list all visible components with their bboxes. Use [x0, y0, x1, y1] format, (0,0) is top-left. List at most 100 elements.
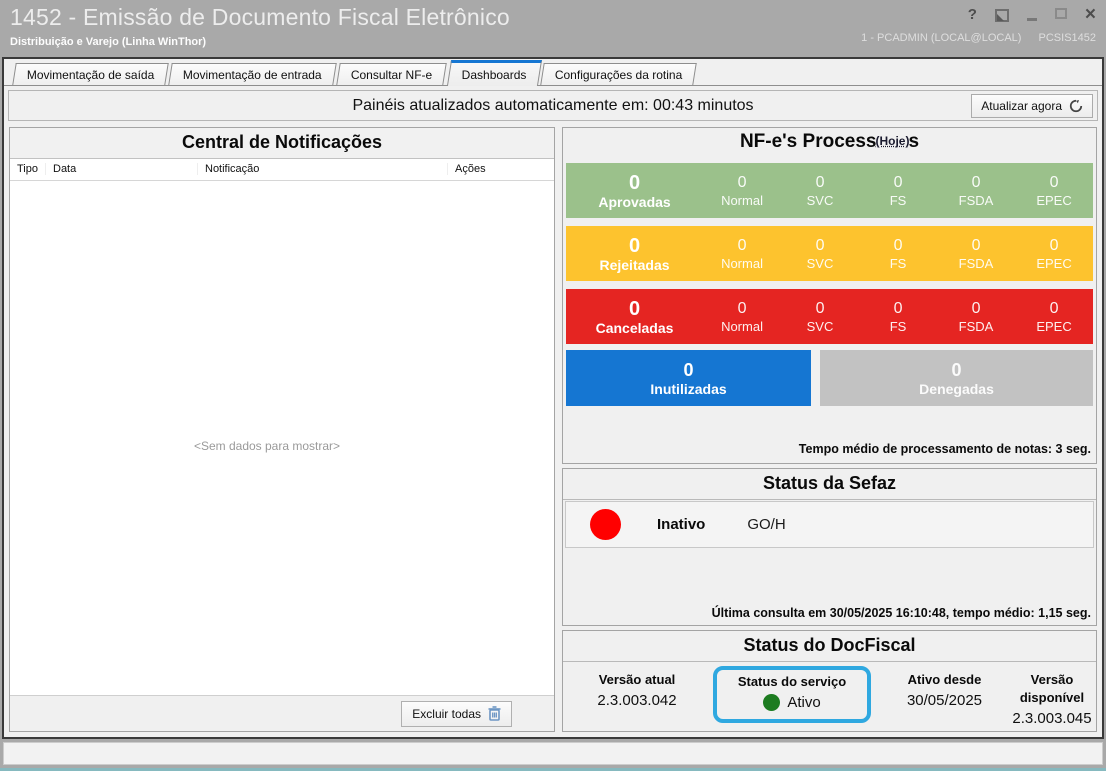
service-status-value: Ativo — [787, 694, 821, 711]
rejeitadas-epec-value: 0 — [1049, 237, 1059, 254]
sefaz-status-panel: Status da Sefaz Inativo GO/H Última cons… — [562, 468, 1097, 626]
notifications-footer: Excluir todas — [10, 695, 554, 731]
aprovadas-fsda-label: FSDA — [958, 193, 994, 208]
canceladas-normal-label: Normal — [721, 319, 763, 334]
empty-grid-message: <Sem dados para mostrar> — [193, 439, 341, 453]
canceladas-label: Canceladas — [595, 319, 674, 336]
tab-movimentacao-entrada[interactable]: Movimentação de entrada — [168, 63, 337, 85]
inutilizadas-value: 0 — [683, 360, 694, 380]
docfiscal-current-version: Versão atual 2.3.003.042 — [597, 672, 677, 709]
aprovadas-label: Aprovadas — [598, 193, 671, 210]
aprovadas-normal-label: Normal — [721, 193, 763, 208]
window-title: 1452 - Emissão de Documento Fiscal Eletr… — [10, 4, 510, 30]
session-user: 1 - PCADMIN (LOCAL@LOCAL) — [861, 32, 1022, 44]
sefaz-panel-title: Status da Sefaz — [563, 469, 1096, 500]
denegadas-value: 0 — [951, 360, 962, 380]
rejeitadas-fsda-label: FSDA — [958, 256, 994, 271]
canceladas-fsda-value: 0 — [971, 300, 981, 317]
canceladas-fsda-label: FSDA — [958, 319, 994, 334]
program-id: PCSIS1452 — [1038, 32, 1096, 44]
aprovadas-fs-value: 0 — [893, 174, 903, 191]
close-icon[interactable]: × — [1084, 4, 1096, 25]
nfe-panel-title: NF-e's Process(Hoje)s — [739, 131, 920, 152]
rejeitadas-total: 0 — [628, 234, 641, 257]
nfe-row-rejeitadas: 0 Rejeitadas 0 Normal 0 SVC 0 FS 0 FSDA 0 EPE… — [566, 226, 1093, 281]
content-frame: Movimentação de saída Movimentação de en… — [2, 57, 1104, 739]
title-bar: 1452 - Emissão de Documento Fiscal Eletr… — [0, 0, 1106, 57]
theme-icon[interactable] — [994, 8, 1009, 22]
sefaz-status-row: Inativo GO/H — [565, 501, 1094, 548]
denegadas-label: Denegadas — [919, 381, 994, 397]
rejeitadas-label: Rejeitadas — [599, 256, 670, 273]
column-header-notificacao[interactable]: Notificação — [198, 163, 448, 175]
column-header-data[interactable]: Data — [46, 163, 198, 175]
rejeitadas-epec-label: EPEC — [1036, 256, 1072, 271]
canceladas-epec-value: 0 — [1049, 300, 1059, 317]
column-header-acoes[interactable]: Ações — [455, 163, 486, 175]
docfiscal-available-version: Versão disponível 2.3.003.045 — [1012, 672, 1092, 727]
trash-icon — [488, 706, 501, 721]
rejeitadas-normal-value: 0 — [737, 237, 747, 254]
sefaz-status-label: Inativo — [657, 516, 706, 533]
canceladas-svc-label: SVC — [806, 319, 834, 334]
window-controls: ? × — [861, 4, 1096, 25]
nfe-row-canceladas: 0 Canceladas 0 Normal 0 SVC 0 FS 0 FSDA 0 EPE… — [566, 289, 1093, 344]
refresh-icon — [1069, 99, 1083, 113]
column-header-tipo[interactable]: Tipo — [10, 163, 46, 175]
aprovadas-normal-value: 0 — [737, 174, 747, 191]
canceladas-epec-label: EPEC — [1036, 319, 1072, 334]
aprovadas-epec-value: 0 — [1049, 174, 1059, 191]
hoje-overlay-label: (Hoje) — [875, 134, 910, 148]
minimize-icon[interactable] — [1026, 8, 1037, 22]
window-subtitle: Distribuição e Varejo (Linha WinThor) — [10, 36, 207, 48]
docfiscal-status-panel: Status do DocFiscal Versão atual 2.3.003… — [562, 630, 1097, 732]
window-bottom-edge — [0, 768, 1106, 771]
rejeitadas-svc-label: SVC — [806, 256, 834, 271]
status-bar — [3, 742, 1103, 765]
rejeitadas-svc-value: 0 — [815, 237, 825, 254]
notifications-grid-body: <Sem dados para mostrar> — [10, 181, 554, 695]
canceladas-fs-label: FS — [889, 319, 907, 334]
service-status-dot-icon — [763, 694, 781, 711]
sefaz-status-dot-icon — [590, 509, 621, 540]
rejeitadas-normal-label: Normal — [721, 256, 763, 271]
help-icon[interactable]: ? — [967, 6, 977, 23]
delete-all-button[interactable]: Excluir todas — [401, 700, 512, 727]
canceladas-normal-value: 0 — [737, 300, 747, 317]
aprovadas-epec-label: EPEC — [1036, 193, 1072, 208]
canceladas-total: 0 — [628, 297, 641, 320]
delete-all-label: Excluir todas — [412, 706, 481, 721]
canceladas-fs-value: 0 — [893, 300, 903, 317]
nfe-row-aprovadas: 0 Aprovadas 0 Normal 0 SVC 0 FS 0 FSDA 0 EPEC — [566, 163, 1093, 218]
inutilizadas-label: Inutilizadas — [650, 381, 727, 397]
refresh-bar: Painéis atualizados automaticamente em: … — [8, 90, 1098, 121]
tab-bar: Movimentação de saída Movimentação de en… — [4, 59, 1102, 86]
tab-dashboards[interactable]: Dashboards — [446, 60, 542, 86]
notifications-panel: Central de Notificações Tipo Data Notifi… — [9, 127, 555, 732]
docfiscal-panel-title: Status do DocFiscal — [563, 631, 1096, 662]
inutilizadas-box: 0 Inutilizadas — [566, 350, 812, 406]
sefaz-last-query: Última consulta em 30/05/2025 16:10:48, … — [711, 606, 1091, 620]
canceladas-svc-value: 0 — [815, 300, 825, 317]
nfe-processed-panel: NF-e's Process(Hoje)s 0 Aprovadas 0 Norma… — [562, 127, 1097, 464]
tab-movimentacao-saida[interactable]: Movimentação de saída — [12, 63, 170, 85]
aprovadas-fs-label: FS — [889, 193, 907, 208]
rejeitadas-fsda-value: 0 — [971, 237, 981, 254]
docfiscal-active-since: Ativo desde 30/05/2025 — [906, 672, 983, 709]
notifications-grid-header: Tipo Data Notificação Ações — [10, 159, 554, 181]
docfiscal-service-status-highlight: Status do serviço Ativo — [713, 666, 871, 723]
denegadas-box: 0 Denegadas — [820, 350, 1093, 406]
average-processing-time: Tempo médio de processamento de notas: 3… — [798, 442, 1091, 456]
aprovadas-svc-label: SVC — [806, 193, 834, 208]
rejeitadas-fs-label: FS — [889, 256, 907, 271]
tab-consultar-nfe[interactable]: Consultar NF-e — [336, 63, 448, 85]
maximize-icon[interactable] — [1054, 8, 1067, 22]
aprovadas-fsda-value: 0 — [971, 174, 981, 191]
rejeitadas-fs-value: 0 — [893, 237, 903, 254]
refresh-now-label: Atualizar agora — [981, 99, 1062, 113]
auto-refresh-message: Painéis atualizados automaticamente em: … — [352, 96, 754, 114]
refresh-now-button[interactable]: Atualizar agora — [971, 94, 1093, 118]
tab-configuracoes-rotina[interactable]: Configurações da rotina — [540, 63, 698, 85]
notifications-title: Central de Notificações — [10, 128, 554, 159]
